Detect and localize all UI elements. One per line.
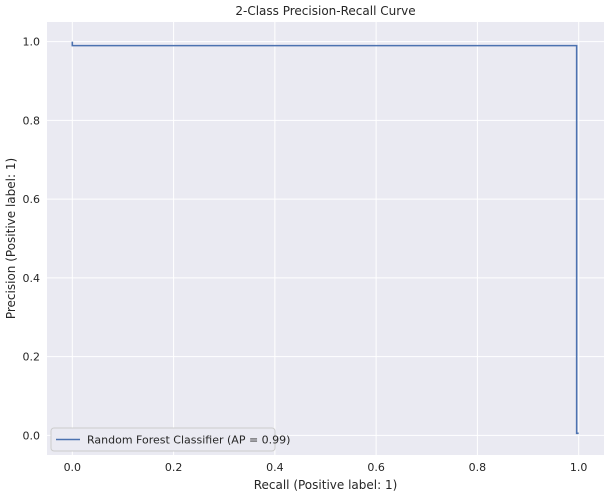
series-layer (71, 41, 579, 435)
x-axis-label: Recall (Positive label: 1) (254, 478, 398, 492)
x-tick-label: 1.0 (570, 461, 588, 474)
y-tick-label: 1.0 (23, 36, 41, 49)
y-tick-label: 0.0 (23, 429, 41, 442)
x-tick-label: 0.4 (266, 461, 284, 474)
y-tick-label: 0.2 (23, 351, 41, 364)
legend-label: Random Forest Classifier (AP = 0.99) (87, 434, 290, 447)
legend: Random Forest Classifier (AP = 0.99) (50, 427, 290, 452)
y-axis-label: Precision (Positive label: 1) (4, 158, 18, 319)
x-tick-label: 0.0 (64, 461, 82, 474)
plot-area (47, 22, 604, 455)
y-tick-label: 0.4 (23, 272, 41, 285)
series-line (71, 41, 579, 435)
y-tick-label: 0.8 (23, 114, 41, 127)
legend-box (50, 427, 276, 452)
y-tick-labels: 0.0 0.2 0.4 0.6 0.8 1.0 (23, 36, 41, 443)
x-tick-label: 0.2 (165, 461, 183, 474)
y-tick-label: 0.6 (23, 193, 41, 206)
x-tick-label: 0.6 (367, 461, 385, 474)
chart-title: 2-Class Precision-Recall Curve (235, 4, 415, 18)
x-tick-labels: 0.0 0.2 0.4 0.6 0.8 1.0 (64, 461, 588, 474)
x-tick-label: 0.8 (469, 461, 487, 474)
